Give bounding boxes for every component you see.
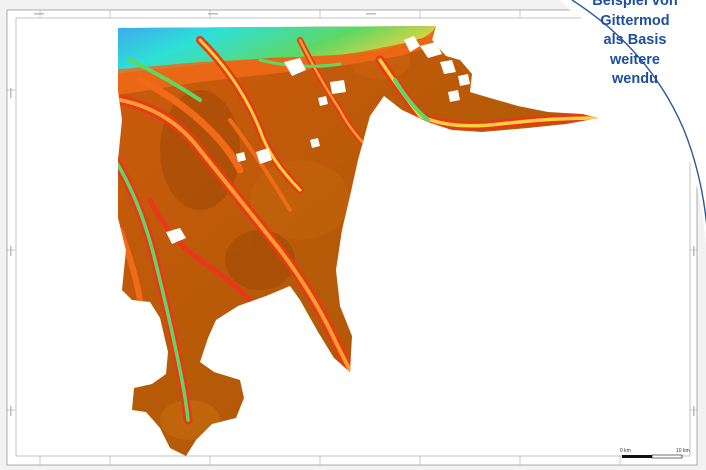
callout-bubble-border (571, 0, 706, 226)
islands (166, 36, 470, 244)
scalebar-left-label: 0 km (620, 448, 631, 454)
callout-line-5: wendu (612, 71, 658, 87)
callout-line-2: Gittermod (600, 12, 670, 29)
callout-line-1: Beispiel von (592, 0, 678, 9)
callout-bubble-fill (560, 0, 706, 244)
scalebar-right-label: 10 km (676, 448, 690, 454)
tidal-channels (118, 36, 598, 425)
map-scalebar-icon: 0 km 10 km (620, 448, 690, 459)
map-inner-frame (15, 17, 691, 457)
callout-line-3: als Basis (603, 32, 667, 48)
frame-tick-marks (10, 13, 695, 416)
frame-ticks (7, 10, 697, 465)
callout-caption: Beispiel von Gittermod als Basis weitere… (560, 0, 706, 90)
callout-line-4: weitere (610, 51, 660, 68)
deep-water-region (118, 26, 440, 76)
